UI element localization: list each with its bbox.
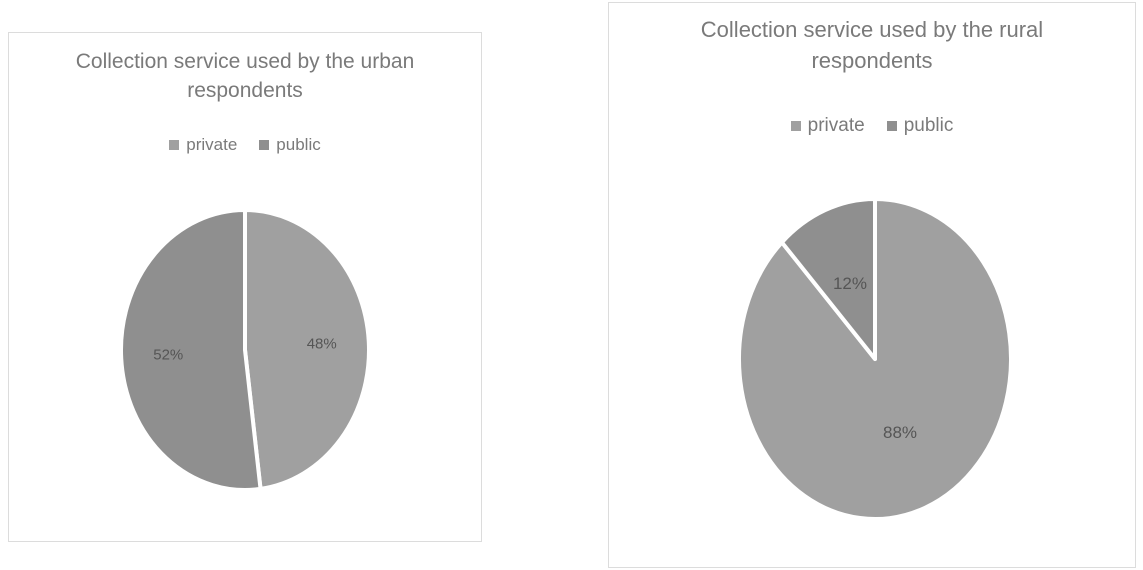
chart-panel-urban: Collection service used by the urban res… (8, 32, 482, 542)
data-label-private: 88% (883, 423, 917, 442)
pie-chart-rural: 88% 12% (609, 3, 1137, 569)
chart-panel-rural: Collection service used by the rural res… (608, 2, 1136, 568)
pie-chart-urban: 48% 52% (9, 33, 483, 543)
data-label-private: 48% (307, 336, 337, 353)
pie-slice-public (121, 210, 261, 490)
data-label-public: 52% (153, 346, 183, 363)
data-label-public: 12% (833, 274, 867, 293)
